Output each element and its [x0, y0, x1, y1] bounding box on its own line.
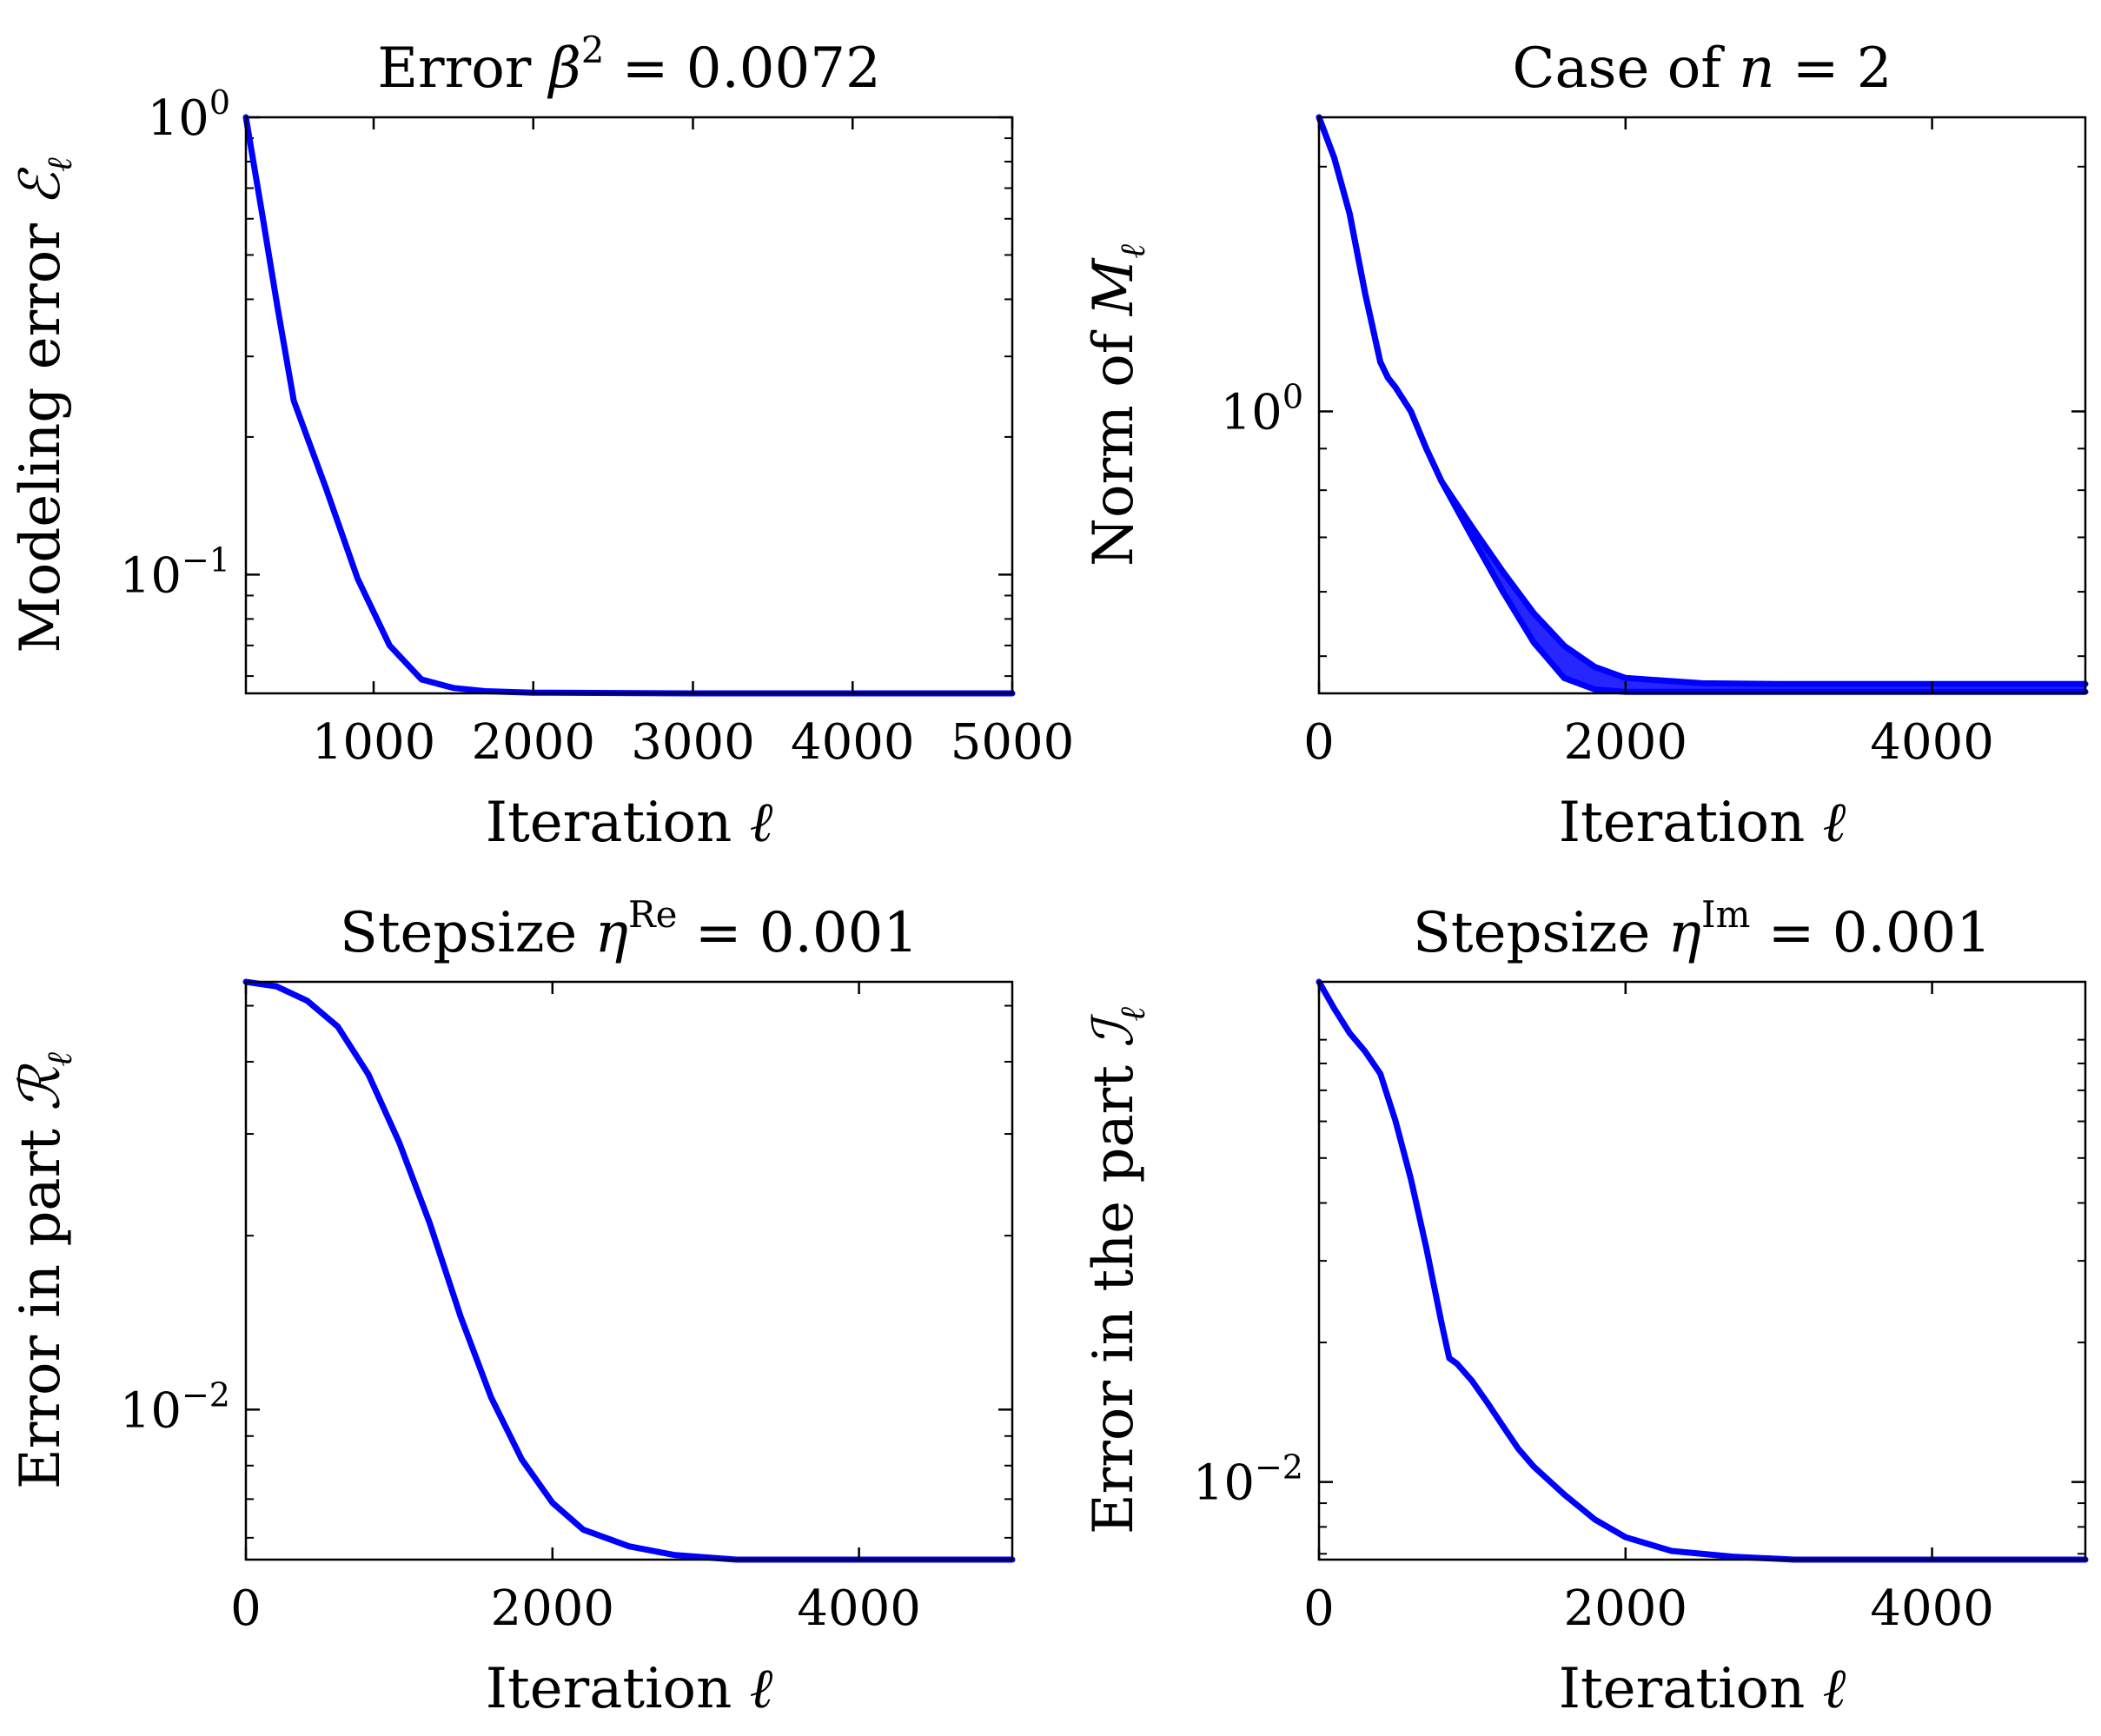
x-tick-label: 0 — [1303, 714, 1335, 771]
x-tick-label: 2000 — [1564, 714, 1688, 771]
y-tick-label: 100 — [148, 83, 230, 147]
x-tick-label: 4000 — [791, 714, 915, 771]
y-axis-label: Error in the part ℐℓ — [1082, 1007, 1153, 1534]
x-tick-label: 5000 — [951, 714, 1075, 771]
x-axis-label: Iteration ℓ — [486, 791, 773, 855]
x-axis-label: Iteration ℓ — [1559, 1657, 1846, 1721]
chart-title: Error β2 = 0.0072 — [377, 29, 880, 101]
axes-box — [1317, 980, 2087, 1561]
y-tick-label: 10−2 — [120, 1375, 230, 1439]
x-tick-label: 4000 — [1870, 714, 1994, 771]
x-tick-label: 3000 — [631, 714, 755, 771]
x-tick-label: 2000 — [1564, 1580, 1688, 1637]
chart-panel-1: 1000 2000 3000 4000 5000 100 10−1 Error β2 = 0.… — [9, 29, 1074, 855]
chart-title: Case of n = 2 — [1513, 36, 1892, 101]
axes-box — [1317, 116, 2087, 695]
y-tick-label: 10−2 — [1193, 1448, 1303, 1512]
x-axis-label: Iteration ℓ — [486, 1657, 773, 1721]
y-tick-label: 10−1 — [120, 540, 230, 604]
x-tick-label: 1000 — [312, 714, 436, 771]
plot-area — [246, 982, 1012, 1560]
chart-title: Stepsize ηIm = 0.001 — [1413, 893, 1992, 965]
y-axis-label: Error in part ℛℓ — [9, 1052, 80, 1489]
chart-panel-3: 0 2000 4000 10−2 Stepsize ηRe = 0.001 Iterati… — [9, 893, 1016, 1721]
axes-box — [244, 980, 1014, 1561]
y-axis-label: Norm of Mℓ — [1082, 244, 1153, 567]
chart-panel-2: 0 2000 4000 100 Case of n = 2 Iteration ℓ Norm… — [1082, 36, 2089, 855]
x-axis-label: Iteration ℓ — [1559, 791, 1846, 855]
plot-area — [1319, 982, 2085, 1560]
x-tick-label: 2000 — [491, 1580, 615, 1637]
x-tick-label: 0 — [230, 1580, 262, 1637]
x-tick-label: 2000 — [471, 714, 595, 771]
x-tick-label: 0 — [1303, 1580, 1335, 1637]
y-axis-label: Modeling error ℰℓ — [9, 157, 80, 653]
chart-title: Stepsize ηRe = 0.001 — [340, 893, 918, 965]
series-line-1 — [1316, 978, 2089, 1563]
y-tick-label: 100 — [1221, 377, 1303, 441]
axes-box — [244, 116, 1014, 695]
plot-area — [1319, 117, 2085, 693]
x-tick-label: 4000 — [797, 1580, 921, 1637]
chart-panel-4: 0 2000 4000 10−2 Stepsize ηIm = 0.001 Iterati… — [1082, 893, 2089, 1721]
x-tick-label: 4000 — [1870, 1580, 1994, 1637]
plot-area — [246, 117, 1012, 693]
